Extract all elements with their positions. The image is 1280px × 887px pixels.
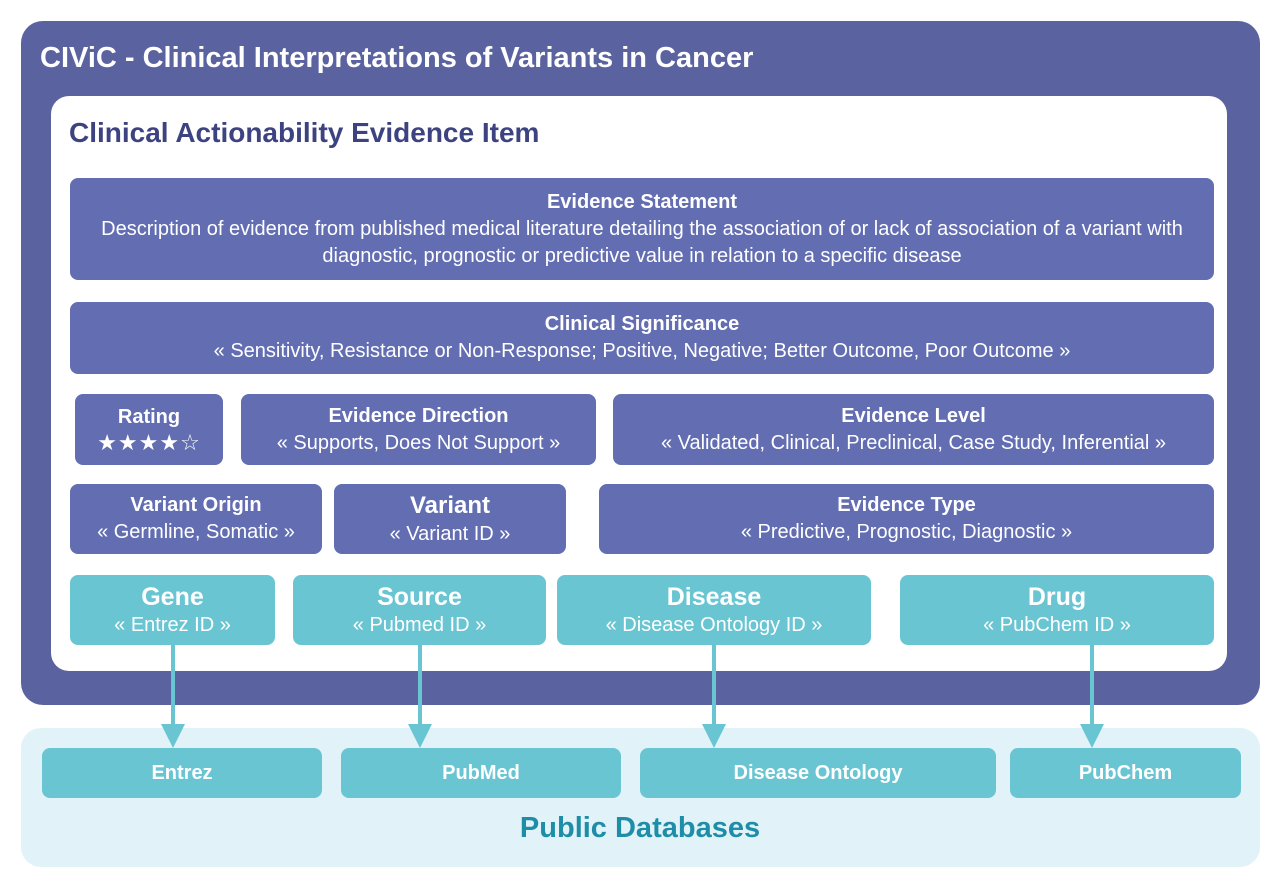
db-pubmed: PubMed (341, 748, 621, 798)
evidence-type-box: Evidence Type « Predictive, Prognostic, … (599, 484, 1214, 554)
public-databases-title: Public Databases (519, 812, 761, 844)
evidence-level-box: Evidence Level « Validated, Clinical, Pr… (613, 394, 1214, 465)
variant-title: Variant (409, 491, 491, 519)
source-text: « Pubmed ID » (352, 614, 487, 636)
evidence-statement-title: Evidence Statement (546, 190, 738, 213)
evidence-direction-title: Evidence Direction (328, 404, 509, 427)
source-title: Source (377, 583, 462, 611)
gene-box: Gene « Entrez ID » (70, 575, 275, 645)
variant-text: « Variant ID » (389, 522, 511, 545)
disease-text: « Disease Ontology ID » (605, 614, 823, 636)
evidence-level-title: Evidence Level (841, 404, 986, 427)
evidence-type-text: « Predictive, Prognostic, Diagnostic » (740, 521, 1073, 543)
drug-title: Drug (1027, 583, 1087, 611)
variant-origin-title: Variant Origin (130, 494, 262, 516)
variant-box: Variant « Variant ID » (334, 484, 566, 554)
rating-title: Rating (117, 406, 181, 428)
disease-box: Disease « Disease Ontology ID » (557, 575, 871, 645)
evidence-item-title: Clinical Actionability Evidence Item (69, 117, 540, 148)
evidence-statement-box: Evidence Statement Description of eviden… (70, 178, 1214, 280)
db-pubchem: PubChem (1010, 748, 1241, 798)
source-box: Source « Pubmed ID » (293, 575, 546, 645)
clinical-significance-text: « Sensitivity, Resistance or Non-Respons… (213, 340, 1071, 362)
gene-title: Gene (141, 583, 204, 611)
rating-box: Rating ★★★★☆ (75, 394, 223, 465)
civic-title: CIViC - Clinical Interpretations of Vari… (40, 42, 754, 74)
disease-title: Disease (666, 583, 762, 611)
clinical-significance-title: Clinical Significance (544, 313, 740, 335)
clinical-significance-box: Clinical Significance « Sensitivity, Res… (70, 302, 1214, 374)
gene-text: « Entrez ID » (114, 614, 231, 636)
evidence-type-title: Evidence Type (837, 494, 976, 516)
rating-stars: ★★★★☆ (97, 430, 201, 455)
variant-origin-text: « Germline, Somatic » (97, 521, 295, 543)
drug-text: « PubChem ID » (983, 614, 1131, 636)
db-disease-ontology: Disease Ontology (640, 748, 996, 798)
evidence-statement-text: Description of evidence from published m… (101, 217, 1183, 267)
evidence-level-text: « Validated, Clinical, Preclinical, Case… (660, 431, 1167, 454)
evidence-direction-text: « Supports, Does Not Support » (276, 431, 561, 454)
evidence-direction-box: Evidence Direction « Supports, Does Not … (241, 394, 596, 465)
drug-box: Drug « PubChem ID » (900, 575, 1214, 645)
variant-origin-box: Variant Origin « Germline, Somatic » (70, 484, 322, 554)
db-entrez: Entrez (42, 748, 322, 798)
